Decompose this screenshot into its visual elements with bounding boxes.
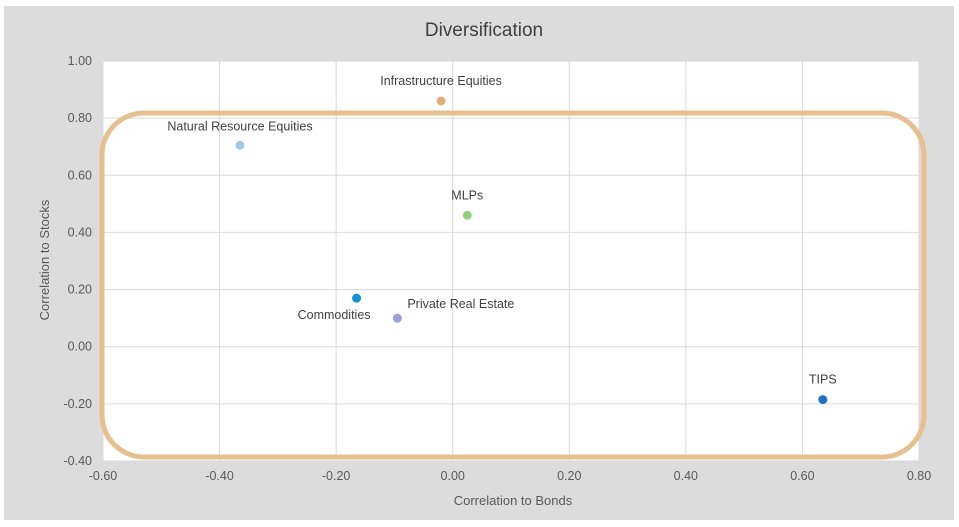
data-label: Natural Resource Equities [167,119,312,133]
y-tick-label: -0.20 [64,397,93,411]
data-label: Commodities [298,308,371,322]
chart-title: Diversification [425,20,543,41]
y-tick-label: 0.60 [68,168,92,182]
data-label: MLPs [451,188,483,202]
y-axis-label: Correlation to Stocks [37,199,52,320]
data-label: Private Real Estate [407,297,514,311]
x-tick-label: 0.60 [790,469,814,483]
data-point [392,313,402,323]
y-tick-label: 0.40 [68,225,92,239]
x-tick-label: 0.20 [557,469,581,483]
data-point [352,293,362,303]
data-point [462,210,472,220]
x-tick-label: 0.00 [441,469,465,483]
data-point [818,395,828,405]
y-tick-label: 1.00 [68,54,92,68]
data-point [235,140,245,150]
y-tick-label: 0.00 [68,340,92,354]
data-point [436,96,446,106]
gridlines [102,60,920,462]
y-tick-label: 0.20 [68,283,92,297]
y-axis-ticks: 1.00 0.80 0.60 0.40 0.20 0.00 -0.20 -0.40 [64,54,93,468]
data-points: Infrastructure Equities Natural Resource … [167,74,837,405]
x-axis-label: Correlation to Bonds [454,493,573,508]
x-tick-label: 0.40 [674,469,698,483]
y-tick-label: 0.80 [68,111,92,125]
plot-area [103,61,919,461]
x-tick-label: -0.40 [205,469,234,483]
highlight-box [99,110,927,460]
data-label: TIPS [809,373,837,387]
y-tick-label: -0.40 [64,454,93,468]
x-tick-label: -0.60 [89,469,118,483]
x-tick-label: 0.80 [907,469,931,483]
x-tick-label: -0.20 [322,469,351,483]
data-label: Infrastructure Equities [380,74,502,88]
x-axis-ticks: -0.60 -0.40 -0.20 0.00 0.20 0.40 0.60 0.80 [89,469,931,483]
